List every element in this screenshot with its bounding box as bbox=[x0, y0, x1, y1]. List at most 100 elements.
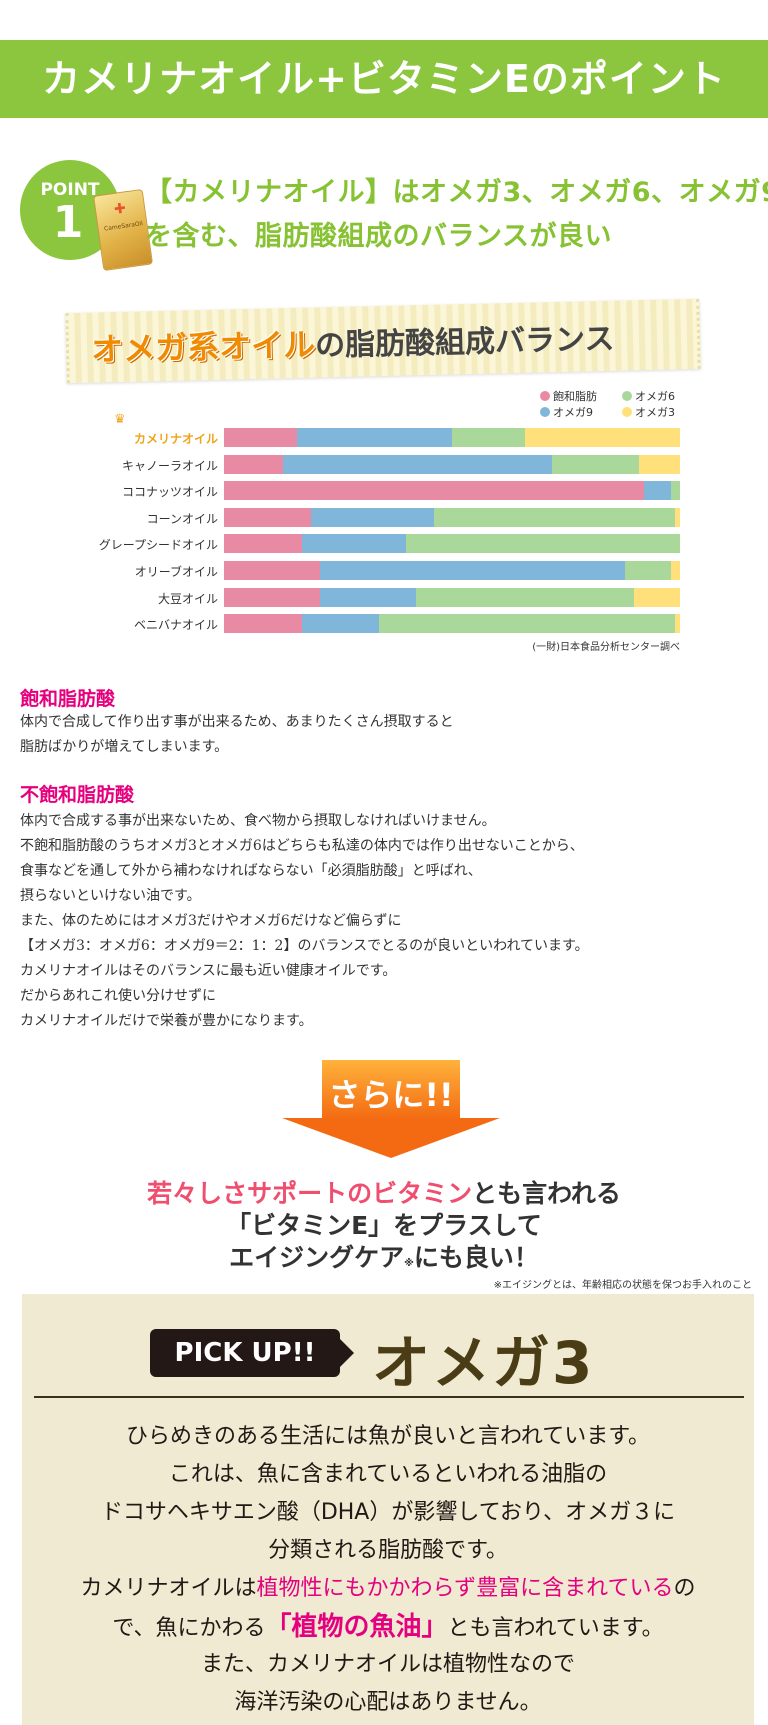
unsaturated-line: カメリナオイルはそのバランスに最も近い健康オイルです。 bbox=[20, 963, 397, 979]
pickup-line6-a: で、魚にかわる bbox=[112, 1616, 266, 1641]
sarani-line3: エイジングケア※にも良い！ bbox=[0, 1238, 768, 1274]
legend-label-omega3: オメガ3 bbox=[635, 406, 675, 419]
chart-title-rest: の脂肪酸組成バランス bbox=[314, 321, 615, 364]
pickup-badge: PICK UP!! bbox=[150, 1329, 340, 1377]
unsaturated-line: 体内で合成する事が出来ないため、食べ物から摂取しなければいけません。 bbox=[20, 813, 496, 829]
sarani-line3-a: エイジングケア bbox=[229, 1243, 405, 1272]
pickup-title: オメガ3 bbox=[372, 1329, 595, 1397]
unsaturated-line: カメリナオイルだけで栄養が豊かになります。 bbox=[20, 1013, 313, 1029]
legend-item-omega9: オメガ9 bbox=[540, 404, 593, 420]
bar-segment bbox=[224, 561, 320, 580]
bar-segment bbox=[670, 561, 680, 580]
chart-source: (一財)日本食品分析センター調べ bbox=[532, 642, 680, 653]
pickup-line: 分類される脂肪酸です。 bbox=[268, 1538, 508, 1563]
bar-segment bbox=[675, 507, 680, 527]
bar-segment bbox=[406, 534, 680, 554]
saturated-line: 体内で合成して作り出す事が出来るため、あまりたくさん摂取すると bbox=[20, 714, 454, 730]
bar-segment bbox=[224, 507, 311, 527]
header-banner: カメリナオイル+ビタミンEのポイント bbox=[0, 40, 768, 118]
bar-segment bbox=[415, 587, 635, 607]
pickup-divider bbox=[34, 1396, 744, 1398]
bar-segment bbox=[224, 481, 644, 501]
sarani-line2: 「ビタミンE」をプラスして bbox=[226, 1211, 542, 1240]
cross-icon: ✚ bbox=[113, 200, 127, 218]
sarani-line1-rest: とも言われる bbox=[472, 1179, 621, 1208]
unsaturated-line: だからあれこれ使い分けせずに bbox=[20, 988, 216, 1004]
category-label: ベニバナオイル bbox=[133, 618, 218, 633]
chart-title: オメガ系オイルの脂肪酸組成バランス bbox=[91, 313, 615, 371]
unsaturated-line: 【オメガ3：オメガ6：オメガ9＝2：1：2】のバランスでとるのが良いといわれてい… bbox=[20, 938, 589, 954]
legend-label-omega6: オメガ6 bbox=[635, 390, 675, 403]
point-label: POINT bbox=[40, 180, 100, 200]
bar-segment bbox=[296, 428, 452, 447]
legend-label-omega9: オメガ9 bbox=[553, 406, 593, 419]
pickup-line: 海洋汚染の心配はありません。 bbox=[234, 1690, 542, 1715]
pickup-line: これは、魚に含まれているといわれる油脂の bbox=[168, 1462, 608, 1487]
down-arrow-icon: さらに!! bbox=[282, 1060, 500, 1158]
pickup-line6-pink: 「植物の魚油」 bbox=[265, 1612, 448, 1642]
bar-segment bbox=[301, 614, 380, 634]
unsaturated-line: 食事などを通して外から補わなければならない「必須脂肪酸」と呼ばれ、 bbox=[20, 863, 482, 879]
banner-title: カメリナオイル+ビタミンEのポイント bbox=[42, 57, 726, 101]
category-label: ココナッツオイル bbox=[121, 485, 218, 500]
pickup-line5-pink: 植物性にもかかわらず豊富に含まれている bbox=[256, 1576, 674, 1601]
bar-segment bbox=[552, 454, 639, 474]
pickup-line5-b: の bbox=[673, 1576, 696, 1601]
sarani-label: さらに!! bbox=[328, 1076, 454, 1114]
pickup-panel bbox=[22, 1294, 754, 1725]
footnote-mark: ※ bbox=[404, 1258, 414, 1269]
legend-item-omega6: オメガ6 bbox=[622, 388, 675, 404]
bar-segment bbox=[524, 428, 680, 447]
unsaturated-text: 体内で合成する事が出来ないため、食べ物から摂取しなければいけません。 不飽和脂肪… bbox=[20, 809, 589, 1034]
bar-segment bbox=[224, 428, 297, 447]
pickup-line6-b: とも言われています。 bbox=[447, 1616, 664, 1641]
chart-title-tape: オメガ系オイルの脂肪酸組成バランス bbox=[65, 298, 701, 384]
category-label: キャノーラオイル bbox=[121, 458, 218, 473]
category-label: グレープシードオイル bbox=[98, 538, 218, 553]
saturated-text: 体内で合成して作り出す事が出来るため、あまりたくさん摂取すると 脂肪ばかりが増え… bbox=[20, 710, 454, 760]
pickup-line: ドコサヘキサエン酸（DHA）が影響しており、オメガ３に bbox=[100, 1500, 676, 1525]
unsaturated-line: また、体のためにはオメガ3だけやオメガ6だけなど偏らずに bbox=[20, 913, 402, 929]
point-heading-line1: 【カメリナオイル】はオメガ3、オメガ6、オメガ9 bbox=[145, 177, 768, 208]
bar-segment bbox=[301, 534, 407, 554]
legend-item-omega3: オメガ3 bbox=[622, 404, 675, 420]
bar-segment bbox=[638, 454, 680, 474]
bar-segment bbox=[379, 614, 676, 634]
bar-segment bbox=[643, 481, 671, 501]
bar-segment bbox=[452, 428, 525, 447]
point-number: 1 bbox=[52, 197, 84, 248]
stacked-bar-chart bbox=[224, 428, 680, 634]
pickup-badge-pointer bbox=[340, 1339, 354, 1367]
legend-dot-omega3 bbox=[622, 407, 632, 417]
unsaturated-line: 不飽和脂肪酸のうちオメガ3とオメガ6はどちらも私達の体内では作り出せないことから… bbox=[20, 838, 584, 854]
legend-item-saturated: 飽和脂肪 bbox=[540, 388, 597, 404]
legend-dot-omega9 bbox=[540, 407, 550, 417]
bar-segment bbox=[675, 614, 680, 634]
bar-segment bbox=[224, 534, 302, 554]
bar-segment bbox=[634, 587, 680, 607]
point-heading-line2: を含む、脂肪酸組成のバランスが良い bbox=[145, 221, 612, 252]
pickup-line: で、魚にかわる「植物の魚油」とも言われています。 bbox=[22, 1606, 754, 1643]
crown-icon: ♛ bbox=[114, 412, 126, 427]
bar-segment bbox=[224, 587, 320, 607]
legend-label-saturated: 飽和脂肪 bbox=[553, 390, 597, 403]
pickup-line: カメリナオイルは植物性にもかかわらず豊富に含まれているの bbox=[22, 1570, 754, 1602]
saturated-line: 脂肪ばかりが増えてしまいます。 bbox=[20, 739, 229, 755]
pickup-line5-a: カメリナオイルは bbox=[80, 1576, 257, 1601]
bar-segment bbox=[224, 454, 284, 474]
aging-footnote: ※エイジングとは、年齢相応の状態を保つお手入れのこと bbox=[493, 1280, 752, 1291]
unsaturated-title: 不飽和脂肪酸 bbox=[20, 784, 135, 806]
saturated-title: 飽和脂肪酸 bbox=[20, 688, 116, 710]
sarani-pink: 若々しさサポートのビタミン bbox=[147, 1179, 473, 1208]
category-label: オリーブオイル bbox=[134, 565, 218, 579]
bar-segment bbox=[625, 561, 671, 580]
category-label: 大豆オイル bbox=[157, 591, 218, 606]
arrow-head bbox=[282, 1118, 500, 1158]
pickup-line: また、カメリナオイルは植物性なので bbox=[200, 1652, 575, 1677]
product-label: CameSaraOil bbox=[103, 220, 144, 233]
category-label: カメリナオイル bbox=[133, 432, 218, 446]
bar-segment bbox=[670, 481, 680, 501]
bar-segment bbox=[283, 454, 553, 474]
sarani-line3-b: にも良い！ bbox=[413, 1243, 539, 1272]
bar-segment bbox=[433, 507, 676, 527]
